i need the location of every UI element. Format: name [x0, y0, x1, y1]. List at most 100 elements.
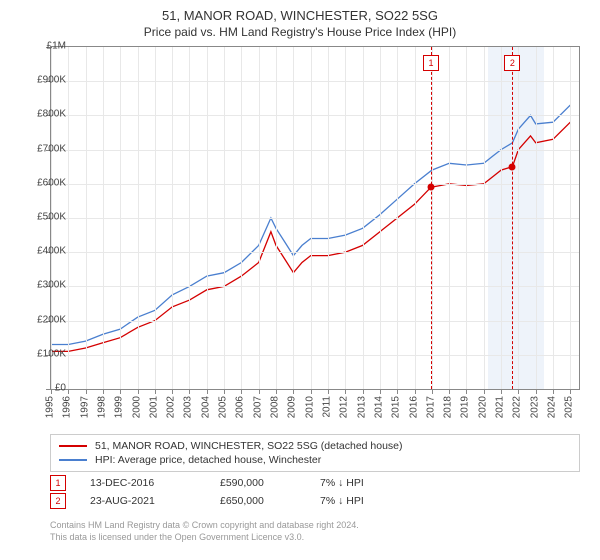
- legend-swatch: [59, 445, 87, 447]
- xtick: [189, 389, 190, 394]
- xtick: [155, 389, 156, 394]
- gridline-vertical: [570, 47, 571, 389]
- x-axis-label: 2025: [564, 396, 575, 418]
- gridline-vertical: [536, 47, 537, 389]
- y-axis-label: £1M: [22, 41, 66, 52]
- gridline-vertical: [241, 47, 242, 389]
- y-axis-label: £700K: [22, 143, 66, 154]
- x-axis-label: 1995: [45, 396, 56, 418]
- gridline-vertical: [484, 47, 485, 389]
- gridline-vertical: [518, 47, 519, 389]
- y-axis-label: £300K: [22, 280, 66, 291]
- xtick: [415, 389, 416, 394]
- sale-row-marker: 2: [50, 493, 66, 509]
- sale-date: 13-DEC-2016: [90, 477, 220, 489]
- chart-container: 51, MANOR ROAD, WINCHESTER, SO22 5SG Pri…: [0, 0, 600, 560]
- gridline-horizontal: [51, 150, 579, 151]
- y-axis-label: £800K: [22, 109, 66, 120]
- xtick: [501, 389, 502, 394]
- x-axis-label: 1998: [96, 396, 107, 418]
- x-axis-label: 2011: [321, 396, 332, 418]
- gridline-vertical: [432, 47, 433, 389]
- gridline-vertical: [120, 47, 121, 389]
- sales-table: 1 13-DEC-2016£590,0007% ↓ HPI 2 23-AUG-2021…: [50, 474, 580, 510]
- xtick: [397, 389, 398, 394]
- y-axis-label: £900K: [22, 75, 66, 86]
- gridline-vertical: [466, 47, 467, 389]
- gridline-vertical: [172, 47, 173, 389]
- gridline-horizontal: [51, 218, 579, 219]
- gridline-vertical: [68, 47, 69, 389]
- gridline-vertical: [380, 47, 381, 389]
- chart-subtitle: Price paid vs. HM Land Registry's House …: [0, 23, 600, 41]
- legend-row: 51, MANOR ROAD, WINCHESTER, SO22 5SG (de…: [59, 439, 571, 453]
- x-axis-label: 2024: [547, 396, 558, 418]
- chart-title: 51, MANOR ROAD, WINCHESTER, SO22 5SG: [0, 0, 600, 23]
- y-axis-label: £600K: [22, 177, 66, 188]
- x-axis-label: 2014: [373, 396, 384, 418]
- sale-marker-dot: [427, 184, 434, 191]
- gridline-horizontal: [51, 81, 579, 82]
- sale-marker-dot: [509, 163, 516, 170]
- xtick: [103, 389, 104, 394]
- sale-row-marker: 1: [50, 475, 66, 491]
- x-axis-label: 2007: [252, 396, 263, 418]
- xtick: [553, 389, 554, 394]
- sale-row: 2 23-AUG-2021£650,0007% ↓ HPI: [50, 492, 580, 510]
- legend-label: HPI: Average price, detached house, Winc…: [95, 454, 321, 466]
- xtick: [518, 389, 519, 394]
- y-axis-label: £0: [22, 383, 66, 394]
- y-axis-label: £500K: [22, 212, 66, 223]
- x-axis-label: 2001: [148, 396, 159, 418]
- gridline-vertical: [501, 47, 502, 389]
- gridline-horizontal: [51, 321, 579, 322]
- x-axis-label: 1999: [114, 396, 125, 418]
- legend-box: 51, MANOR ROAD, WINCHESTER, SO22 5SG (de…: [50, 434, 580, 472]
- gridline-vertical: [415, 47, 416, 389]
- y-axis-label: £100K: [22, 348, 66, 359]
- xtick: [172, 389, 173, 394]
- x-axis-label: 2019: [460, 396, 471, 418]
- x-axis-label: 2003: [183, 396, 194, 418]
- gridline-vertical: [345, 47, 346, 389]
- gridline-horizontal: [51, 355, 579, 356]
- xtick: [311, 389, 312, 394]
- sale-change: 7% ↓ HPI: [320, 495, 390, 507]
- sale-change: 7% ↓ HPI: [320, 477, 390, 489]
- xtick: [259, 389, 260, 394]
- gridline-vertical: [155, 47, 156, 389]
- sale-row: 1 13-DEC-2016£590,0007% ↓ HPI: [50, 474, 580, 492]
- gridline-vertical: [207, 47, 208, 389]
- xtick: [328, 389, 329, 394]
- x-axis-label: 2021: [495, 396, 506, 418]
- sale-price: £590,000: [220, 477, 320, 489]
- x-axis-label: 2006: [235, 396, 246, 418]
- chart-plot-area: 12: [50, 46, 580, 390]
- sale-price: £650,000: [220, 495, 320, 507]
- x-axis-label: 2009: [287, 396, 298, 418]
- xtick: [224, 389, 225, 394]
- sale-vline: [431, 47, 432, 389]
- x-axis-label: 2015: [391, 396, 402, 418]
- footer-line1: Contains HM Land Registry data © Crown c…: [50, 520, 580, 532]
- xtick: [380, 389, 381, 394]
- legend-row: HPI: Average price, detached house, Winc…: [59, 453, 571, 467]
- gridline-horizontal: [51, 286, 579, 287]
- xtick: [484, 389, 485, 394]
- legend-label: 51, MANOR ROAD, WINCHESTER, SO22 5SG (de…: [95, 440, 403, 452]
- gridline-vertical: [189, 47, 190, 389]
- sale-date: 23-AUG-2021: [90, 495, 220, 507]
- xtick: [466, 389, 467, 394]
- x-axis-label: 2022: [512, 396, 523, 418]
- sale-marker-box: 1: [423, 55, 439, 71]
- x-axis-label: 2016: [408, 396, 419, 418]
- gridline-vertical: [311, 47, 312, 389]
- x-axis-label: 1996: [62, 396, 73, 418]
- x-axis-label: 2013: [356, 396, 367, 418]
- gridline-horizontal: [51, 184, 579, 185]
- gridline-vertical: [103, 47, 104, 389]
- xtick: [570, 389, 571, 394]
- xtick: [345, 389, 346, 394]
- xtick: [363, 389, 364, 394]
- y-axis-label: £400K: [22, 246, 66, 257]
